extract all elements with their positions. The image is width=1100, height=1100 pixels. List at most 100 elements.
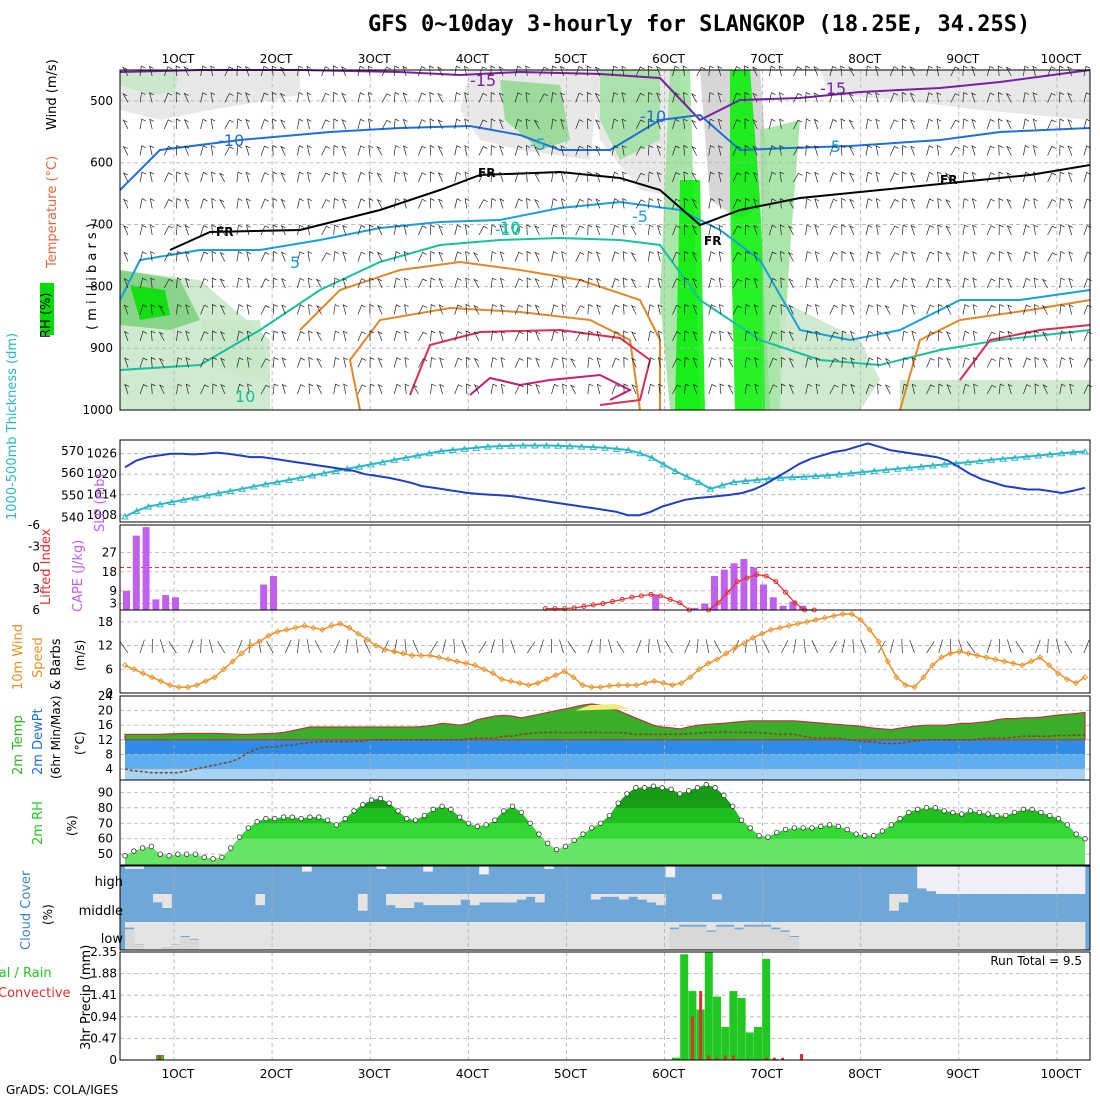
wind-barb xyxy=(357,331,366,342)
cloud-gap xyxy=(125,866,135,869)
thickness-axis-label: 1000-500mb Thickness (dm) xyxy=(5,333,20,520)
wind-barb xyxy=(768,171,777,183)
cloud-gap xyxy=(404,894,415,908)
pressure-tick-label: 500 xyxy=(90,94,113,108)
wind-barb xyxy=(1042,357,1048,368)
cloud-gap xyxy=(1038,922,1049,950)
wind-barb xyxy=(950,146,960,156)
wind-barb xyxy=(587,277,593,289)
wind-barb xyxy=(490,144,496,156)
wind-barb xyxy=(672,304,681,315)
wind-barb xyxy=(533,145,540,156)
wind-barb xyxy=(814,171,819,183)
wind-barb xyxy=(418,119,426,130)
wind-barb xyxy=(889,225,899,236)
thickness-marker xyxy=(835,470,843,478)
wind-barb xyxy=(551,65,557,77)
wind-barb xyxy=(139,171,147,183)
wind-barb xyxy=(910,145,915,156)
wind-barb xyxy=(793,172,803,183)
wind-barb xyxy=(184,251,190,262)
wind-barb xyxy=(236,171,243,183)
bottom-x-tick-label: 4OCT xyxy=(456,1067,489,1081)
cloud-gap xyxy=(789,922,800,936)
thickness-marker xyxy=(191,494,200,501)
precip-total-bar xyxy=(745,1032,754,1060)
wind-barb xyxy=(369,277,374,289)
temp-tick-label: 12 xyxy=(98,733,113,747)
thickness-marker xyxy=(647,454,656,461)
rh-shading xyxy=(600,70,660,160)
cloud-gap xyxy=(586,922,597,950)
wind-barb xyxy=(865,357,874,368)
cloud-gap xyxy=(525,894,536,897)
surface-wind-barb xyxy=(393,639,398,654)
wind-barb xyxy=(829,331,839,342)
wind-speed-marker xyxy=(705,660,712,667)
cloud-gap xyxy=(1075,866,1086,894)
rh-band xyxy=(358,784,936,808)
wind-barb xyxy=(534,278,540,289)
wind-barb xyxy=(1059,277,1066,289)
slp-tick-label: 1008 xyxy=(86,508,117,522)
wind-barb xyxy=(342,330,348,342)
rh-marker xyxy=(923,805,930,811)
wind-barb xyxy=(768,92,776,103)
wind-barb xyxy=(158,357,165,368)
wind-barb xyxy=(848,66,855,77)
cloud-gap xyxy=(516,894,527,900)
cloud-gap xyxy=(817,922,827,950)
surface-wind-barb xyxy=(539,639,544,654)
wind-barb xyxy=(246,356,252,368)
wind-barb xyxy=(752,119,758,130)
wind-barb xyxy=(393,65,400,77)
wind-barb xyxy=(306,65,312,77)
wind-barb xyxy=(780,356,786,368)
wind-barb xyxy=(236,357,244,368)
wind-barb xyxy=(139,251,147,262)
wind-barb xyxy=(889,278,900,289)
wind-barb xyxy=(841,356,847,368)
wind-barb xyxy=(594,119,601,130)
wind-barb xyxy=(149,171,155,183)
wind-barb xyxy=(727,384,734,395)
contour-label: -5 xyxy=(825,137,841,156)
wind-barb xyxy=(514,384,524,395)
wind-barb xyxy=(534,225,540,236)
wind-barb xyxy=(280,119,286,130)
wind-barb xyxy=(183,92,189,103)
cloud-unit-label: (%) xyxy=(41,904,55,925)
wind-barb xyxy=(490,118,496,130)
rh-marker xyxy=(888,822,894,828)
precip-convective-bar xyxy=(699,991,703,1060)
cloud-gap xyxy=(900,922,910,950)
wind-barb xyxy=(744,330,751,342)
low-cloud-bar xyxy=(771,929,781,950)
rh-marker xyxy=(236,834,243,840)
wind-barb xyxy=(805,383,813,395)
wind-barb xyxy=(889,199,899,209)
wind-barb xyxy=(402,65,408,77)
surface-wind-barb xyxy=(363,640,371,654)
surface-wind-barb xyxy=(284,640,292,654)
wind-speed-marker xyxy=(561,668,568,675)
wind-barb xyxy=(865,145,872,156)
wind-barb xyxy=(464,118,469,130)
wind-barb xyxy=(316,357,322,368)
thickness-marker xyxy=(999,455,1007,462)
wind-barb xyxy=(926,145,934,156)
wind-barb xyxy=(829,119,838,130)
wind-barb xyxy=(865,330,874,342)
wind-barb xyxy=(333,197,339,209)
lifted-index-marker xyxy=(792,600,798,606)
cloud-gap xyxy=(605,922,615,950)
wind-barb xyxy=(551,330,559,342)
wind-barb xyxy=(272,224,278,235)
low-cloud-bar xyxy=(761,926,772,950)
wind-speed-marker xyxy=(1019,662,1026,669)
wind-barb xyxy=(805,198,811,209)
wind-barb xyxy=(333,65,338,77)
top-x-tick-label: 8OCT xyxy=(848,52,881,66)
wind-barb xyxy=(815,357,821,368)
wind-barb xyxy=(587,357,594,368)
